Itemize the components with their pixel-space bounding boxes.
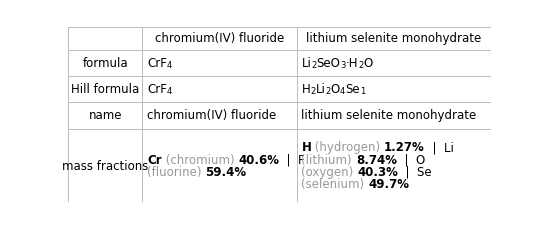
Text: 40.3%: 40.3% — [358, 166, 398, 179]
Text: 2: 2 — [325, 87, 330, 96]
Text: |  Li: | Li — [425, 141, 454, 154]
Text: 2: 2 — [311, 61, 317, 70]
Text: chromium(IV) fluoride: chromium(IV) fluoride — [155, 32, 284, 45]
Text: (oxygen): (oxygen) — [301, 166, 358, 179]
Text: CrF: CrF — [147, 57, 167, 69]
Text: (lithium): (lithium) — [301, 153, 356, 167]
Text: H: H — [301, 141, 311, 154]
Text: SeO: SeO — [317, 57, 340, 69]
Text: 49.7%: 49.7% — [368, 178, 410, 191]
Text: Li: Li — [316, 83, 325, 96]
Text: (chromium): (chromium) — [162, 153, 238, 167]
Text: 40.6%: 40.6% — [238, 153, 279, 167]
Text: 4: 4 — [340, 87, 345, 96]
Text: O: O — [330, 83, 340, 96]
Text: Se: Se — [345, 83, 360, 96]
Text: 59.4%: 59.4% — [205, 166, 246, 179]
Text: |  O: | O — [397, 153, 425, 167]
Text: 3: 3 — [340, 61, 346, 70]
Text: chromium(IV) fluoride: chromium(IV) fluoride — [147, 109, 276, 122]
Text: name: name — [88, 109, 122, 122]
Text: (fluorine): (fluorine) — [147, 166, 205, 179]
Text: Li: Li — [301, 57, 311, 69]
Text: 4: 4 — [167, 61, 172, 70]
Text: (selenium): (selenium) — [301, 178, 368, 191]
Text: 1: 1 — [360, 87, 365, 96]
Text: ·H: ·H — [346, 57, 358, 69]
Text: lithium selenite monohydrate: lithium selenite monohydrate — [306, 32, 482, 45]
Text: (hydrogen): (hydrogen) — [311, 141, 384, 154]
Text: 2: 2 — [310, 87, 316, 96]
Text: Cr: Cr — [147, 153, 162, 167]
Text: |  F: | F — [279, 153, 305, 167]
Text: 2: 2 — [358, 61, 364, 70]
Text: O: O — [364, 57, 373, 69]
Text: lithium selenite monohydrate: lithium selenite monohydrate — [301, 109, 477, 122]
Text: mass fractions: mass fractions — [62, 160, 149, 173]
Text: 8.74%: 8.74% — [356, 153, 397, 167]
Text: 1.27%: 1.27% — [384, 141, 425, 154]
Text: H: H — [301, 83, 310, 96]
Text: 4: 4 — [167, 87, 172, 96]
Text: CrF: CrF — [147, 83, 167, 96]
Text: formula: formula — [82, 57, 128, 69]
Text: |  Se: | Se — [398, 166, 432, 179]
Text: Hill formula: Hill formula — [71, 83, 139, 96]
